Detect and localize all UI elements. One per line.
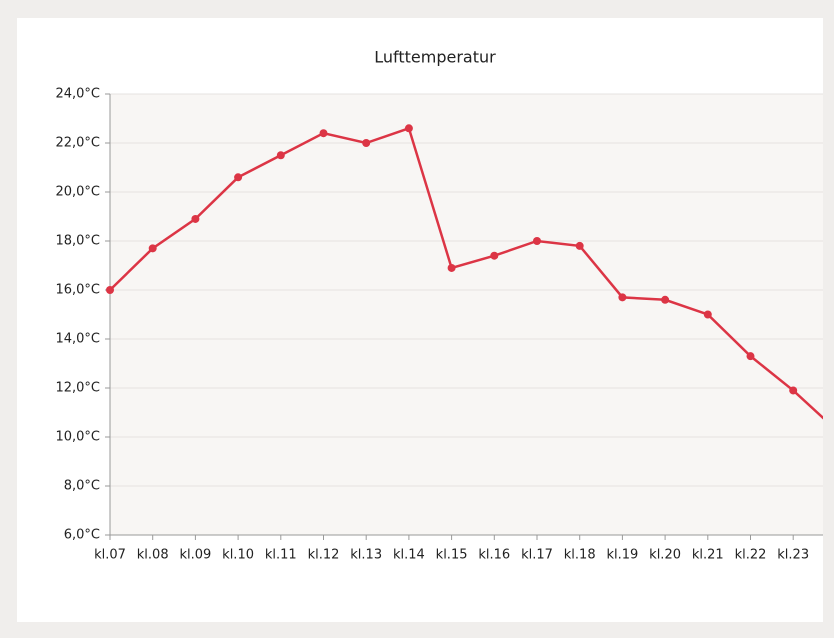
x-tick-label: kl.19 (606, 548, 638, 563)
y-tick-label: 8,0°C (64, 479, 100, 494)
x-tick-label: kl.21 (692, 548, 724, 563)
x-tick-label: kl.12 (308, 548, 340, 563)
x-tick-label: kl.16 (478, 548, 510, 563)
x-tick-label: kl.11 (265, 548, 297, 563)
x-tick-label: kl.20 (649, 548, 681, 563)
point (234, 173, 243, 182)
y-tick-label: 6,0°C (64, 528, 100, 543)
point (618, 293, 627, 302)
point (276, 151, 285, 160)
point (490, 251, 499, 260)
x-tick-label: kl.09 (179, 548, 211, 563)
point (703, 310, 712, 319)
chart-title: Lufttemperatur (374, 48, 496, 67)
point (533, 237, 541, 245)
y-tick-label: 22,0°C (55, 136, 100, 151)
x-tick-label: kl.23 (777, 548, 809, 563)
x-tick-label: kl.22 (735, 548, 767, 563)
y-tick-label: 20,0°C (55, 185, 100, 200)
x-tick-label: kl.13 (350, 548, 382, 563)
line (109, 126, 823, 420)
y-tick-label: 18,0°C (55, 234, 100, 249)
x-tick-label: kl.14 (393, 548, 425, 563)
y-tick-label: 24,0°C (55, 87, 100, 102)
x-tick-label: kl.15 (436, 548, 468, 563)
point (661, 295, 670, 304)
point (106, 286, 114, 294)
point (362, 139, 371, 147)
point (575, 241, 584, 250)
point (447, 263, 456, 272)
point (148, 244, 157, 253)
plot-area (110, 94, 823, 535)
x-tick-label: kl.07 (94, 548, 126, 563)
point (191, 214, 200, 223)
x-tick-label: kl.17 (521, 548, 553, 563)
y-tick-label: 12,0°C (55, 381, 100, 396)
x-tick-label: kl.18 (564, 548, 596, 563)
x-tick-label: kl.08 (137, 548, 169, 563)
y-tick-label: 16,0°C (55, 283, 100, 298)
plot-group (106, 124, 823, 420)
y-tick-label: 14,0°C (55, 332, 100, 347)
y-tick-label: 10,0°C (55, 430, 100, 445)
point (404, 124, 413, 133)
point (319, 129, 328, 138)
point (789, 386, 798, 395)
x-tick-label: kl.10 (222, 548, 254, 563)
point (746, 352, 755, 361)
